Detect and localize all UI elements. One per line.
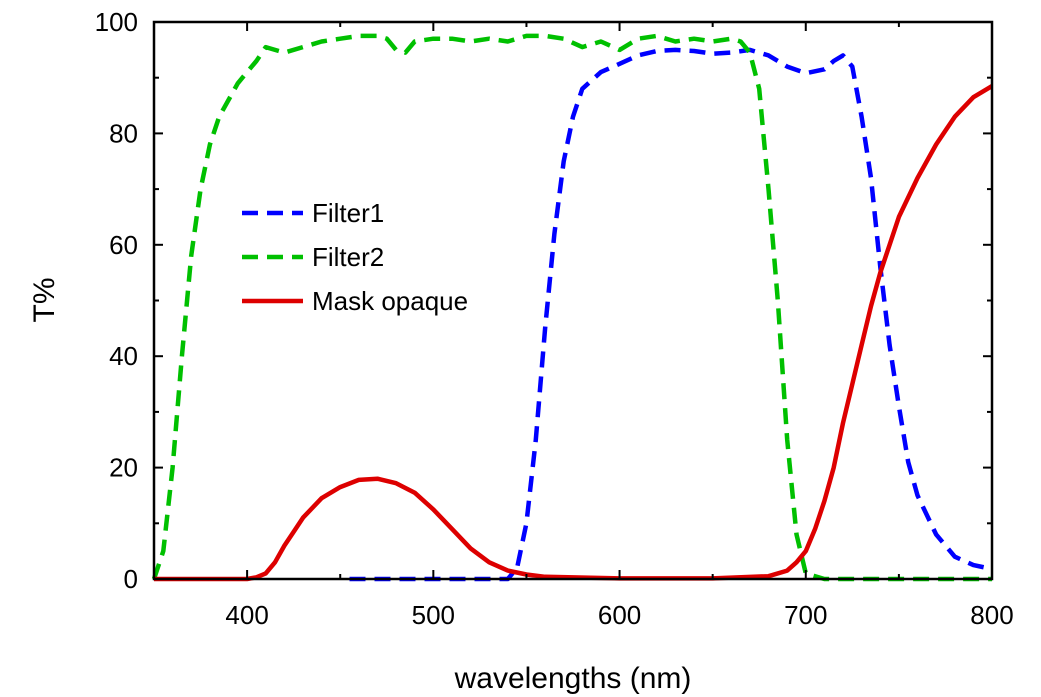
x-tick-label-400: 400 bbox=[225, 600, 268, 630]
legend-label-0: Filter1 bbox=[312, 198, 384, 228]
series-line-1 bbox=[151, 33, 992, 582]
y-tick-label-60: 60 bbox=[109, 230, 138, 260]
legend-label-1: Filter2 bbox=[312, 242, 384, 272]
x-tick-label-500: 500 bbox=[412, 600, 455, 630]
legend: Filter1 Filter2 Mask opaque bbox=[242, 198, 468, 316]
y-tick-label-0: 0 bbox=[124, 564, 138, 594]
x-tick-label-700: 700 bbox=[784, 600, 827, 630]
x-axis-title: wavelengths (nm) bbox=[454, 662, 692, 695]
series-line-2 bbox=[154, 84, 994, 582]
tick-labels-layer: 400 500 600 700 800 0 20 40 60 80 100 bbox=[95, 7, 1014, 630]
series-layer bbox=[151, 33, 994, 582]
legend-label-2: Mask opaque bbox=[312, 286, 468, 316]
y-tick-label-20: 20 bbox=[109, 453, 138, 483]
ticks-layer bbox=[153, 21, 993, 580]
y-axis-title: T% bbox=[28, 278, 61, 323]
y-tick-label-100: 100 bbox=[95, 7, 138, 37]
x-tick-label-800: 800 bbox=[970, 600, 1013, 630]
x-tick-label-600: 600 bbox=[598, 600, 641, 630]
y-tick-label-80: 80 bbox=[109, 118, 138, 148]
y-tick-label-40: 40 bbox=[109, 341, 138, 371]
